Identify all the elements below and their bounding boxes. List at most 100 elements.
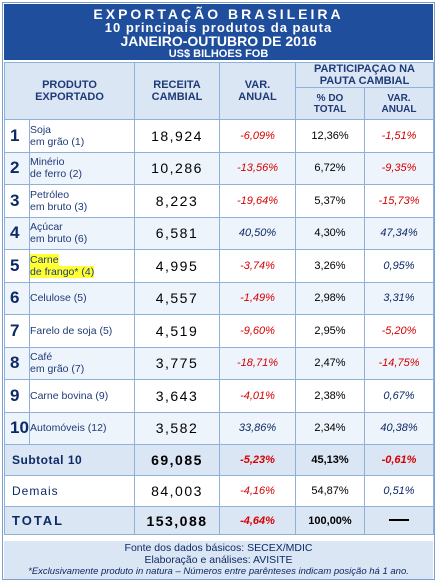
title-line-2: 10 principais produtos da pauta [104,20,333,35]
header-var-anual-2: VAR. ANUAL [364,87,434,120]
var-anual-2-value: -14,75% [364,346,434,380]
var-anual-2-value: 47,34% [364,216,434,250]
rank-number: 1 [4,119,30,153]
pct-total-value: 2,34% [295,411,365,445]
pct-total-value: 2,98% [295,281,365,315]
product-name: Açúcar em bruto (6) [29,216,135,250]
total-pct: 100,00% [295,506,365,535]
product-name: Soja em grão (1) [29,119,135,153]
table-row: 6 Celulose (5) 4,557 -1,49% 2,98% 3,31% [4,281,434,315]
var-anual-2-value: -15,73% [364,184,434,218]
subtotal-receita: 69,085 [134,444,220,476]
header-sub-row: % DO TOTAL VAR. ANUAL [5,87,434,120]
product-name: Farelo de soja (5) [29,314,135,348]
var-anual-value: -1,49% [219,281,296,315]
table-row: 2 Minério de ferro (2) 10,286 -13,56% 6,7… [4,151,434,185]
pct-total-value: 2,38% [295,379,365,413]
total-receita: 153,088 [134,506,220,535]
total-var2-empty [364,506,434,535]
title-block: EXPORTAÇÃO BRASILEIRA 10 principais prod… [4,4,433,60]
product-name: Automóveis (12) [29,411,135,445]
product-name-highlighted: Carne de frango* (4) [29,249,135,283]
title-line-1: EXPORTAÇÃO BRASILEIRA [93,6,344,22]
var-anual-value: -4,01% [219,379,296,413]
header-var-anual: VAR. ANUAL [219,62,296,120]
product-name: Minério de ferro (2) [29,151,135,185]
receita-value: 4,557 [134,281,220,315]
var-anual-2-value: -9,35% [364,151,434,185]
rank-number: 2 [4,151,30,185]
pct-total-value: 12,36% [295,119,365,153]
rank-number: 4 [4,216,30,250]
var-anual-value: -18,71% [219,346,296,380]
table-row: 8 Café em grão (7) 3,775 -18,71% 2,47% -1… [4,346,434,380]
table-row: 10 Automóveis (12) 3,582 33,86% 2,34% 40… [4,411,434,445]
var-anual-value: 40,50% [219,216,296,250]
var-anual-value: -19,64% [219,184,296,218]
receita-value: 8,223 [134,184,220,218]
var-anual-2-value: -5,20% [364,314,434,348]
receita-value: 10,286 [134,151,220,185]
var-anual-2-value: 3,31% [364,281,434,315]
var-anual-2-value: 40,38% [364,411,434,445]
rank-number: 3 [4,184,30,218]
var-anual-value: -6,09% [219,119,296,153]
subtotal-row: Subtotal 10 69,085 -5,23% 45,13% -0,61% [4,444,434,476]
subtotal-var: -5,23% [219,444,296,476]
receita-value: 3,643 [134,379,220,413]
footer-elaboracao: Elaboração e análises: AVISITE [144,554,293,566]
header-row: PRODUTO EXPORTADO RECEITA CAMBIAL VAR. A… [4,62,434,120]
receita-value: 3,582 [134,411,220,445]
var-anual-value: -13,56% [219,151,296,185]
header-pct-total: % DO TOTAL [295,87,365,120]
header-participacao: PARTICIPAÇAO NA PAUTA CAMBIAL [295,62,434,88]
rank-number: 8 [4,346,30,380]
var-anual-value: -9,60% [219,314,296,348]
pct-total-value: 4,30% [295,216,365,250]
var-anual-value: -3,74% [219,249,296,283]
export-table-panel: EXPORTAÇÃO BRASILEIRA 10 principais prod… [2,2,435,580]
receita-value: 4,519 [134,314,220,348]
subtotal-pct: 45,13% [295,444,365,476]
demais-row: Demais 84,003 -4,16% 54,87% 0,51% [4,475,434,507]
rank-number: 7 [4,314,30,348]
table-row: 1 Soja em grão (1) 18,924 -6,09% 12,36% -… [4,119,434,153]
receita-value: 4,995 [134,249,220,283]
product-name: Petróleo em bruto (3) [29,184,135,218]
demais-pct: 54,87% [295,475,365,507]
export-table: PRODUTO EXPORTADO RECEITA CAMBIAL VAR. A… [4,62,434,535]
rank-number: 5 [4,249,30,283]
pct-total-value: 2,47% [295,346,365,380]
title-line-3: JANEIRO-OUTUBRO DE 2016 [120,33,317,49]
demais-receita: 84,003 [134,475,220,507]
subtotal-label: Subtotal 10 [4,444,135,476]
subtotal-var2: -0,61% [364,444,434,476]
footer-fonte: Fonte dos dados básicos: SECEX/MDIC [124,542,313,554]
rank-number: 9 [4,379,30,413]
var-anual-2-value: -1,51% [364,119,434,153]
pct-total-value: 3,26% [295,249,365,283]
receita-value: 6,581 [134,216,220,250]
pct-total-value: 6,72% [295,151,365,185]
total-label: TOTAL [4,506,135,535]
var-anual-2-value: 0,67% [364,379,434,413]
header-produto: PRODUTO EXPORTADO [4,62,135,120]
receita-value: 3,775 [134,346,220,380]
table-row: 9 Carne bovina (9) 3,643 -4,01% 2,38% 0,… [4,379,434,413]
dash-mark [389,519,409,522]
receita-value: 18,924 [134,119,220,153]
product-name: Carne bovina (9) [29,379,135,413]
table-row: 4 Açúcar em bruto (6) 6,581 40,50% 4,30% … [4,216,434,250]
table-row: 3 Petróleo em bruto (3) 8,223 -19,64% 5,3… [4,184,434,218]
pct-total-value: 5,37% [295,184,365,218]
table-row: 5 Carne de frango* (4) 4,995 -3,74% 3,26%… [4,249,434,283]
product-name: Celulose (5) [29,281,135,315]
rank-number: 6 [4,281,30,315]
title-line-4: US$ BILHOES FOB [168,48,269,60]
var-anual-value: 33,86% [219,411,296,445]
table-row: 7 Farelo de soja (5) 4,519 -9,60% 2,95% … [4,314,434,348]
footer-nota: *Exclusivamente produto in natura – Núme… [28,566,409,577]
total-row: TOTAL 153,088 -4,64% 100,00% [4,506,434,535]
product-name: Café em grão (7) [29,346,135,380]
demais-var: -4,16% [219,475,296,507]
